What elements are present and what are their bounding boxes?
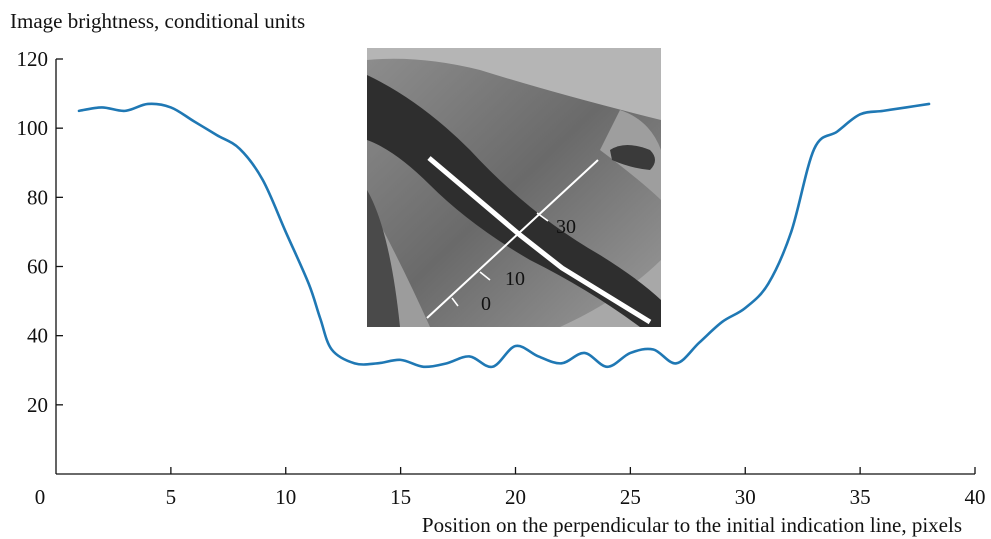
x-tick-label: 5 <box>166 485 177 509</box>
inset-label-30: 30 <box>556 216 576 238</box>
x-axis-title: Position on the perpendicular to the ini… <box>422 513 962 537</box>
x-tick-label: 20 <box>505 485 526 509</box>
x-tick-label: 40 <box>965 485 986 509</box>
x-ticks: 0 5 10 15 20 25 30 35 40 <box>35 467 986 509</box>
y-tick-label: 60 <box>27 255 48 279</box>
y-axis-title: Image brightness, conditional units <box>10 9 305 33</box>
inset-label-10: 10 <box>505 268 525 290</box>
x-tick-label: 10 <box>275 485 296 509</box>
y-tick-label: 20 <box>27 393 48 417</box>
series-line-brightness <box>77 102 931 369</box>
y-tick-label: 120 <box>17 47 49 71</box>
y-tick-label: 80 <box>27 185 48 209</box>
y-tick-label: 100 <box>17 116 49 140</box>
x-tick-label: 35 <box>850 485 871 509</box>
x-tick-label: 25 <box>620 485 641 509</box>
y-ticks: 20 40 60 80 100 120 <box>17 47 63 417</box>
inset-label-0: 0 <box>481 293 491 315</box>
inset-perpendicular-line <box>426 159 599 319</box>
x-tick-label: 15 <box>390 485 411 509</box>
inset-indication-line <box>427 156 652 325</box>
inset-image <box>367 48 661 327</box>
x-tick-label: 0 <box>35 485 46 509</box>
x-tick-label: 30 <box>735 485 756 509</box>
y-tick-label: 40 <box>27 324 48 348</box>
